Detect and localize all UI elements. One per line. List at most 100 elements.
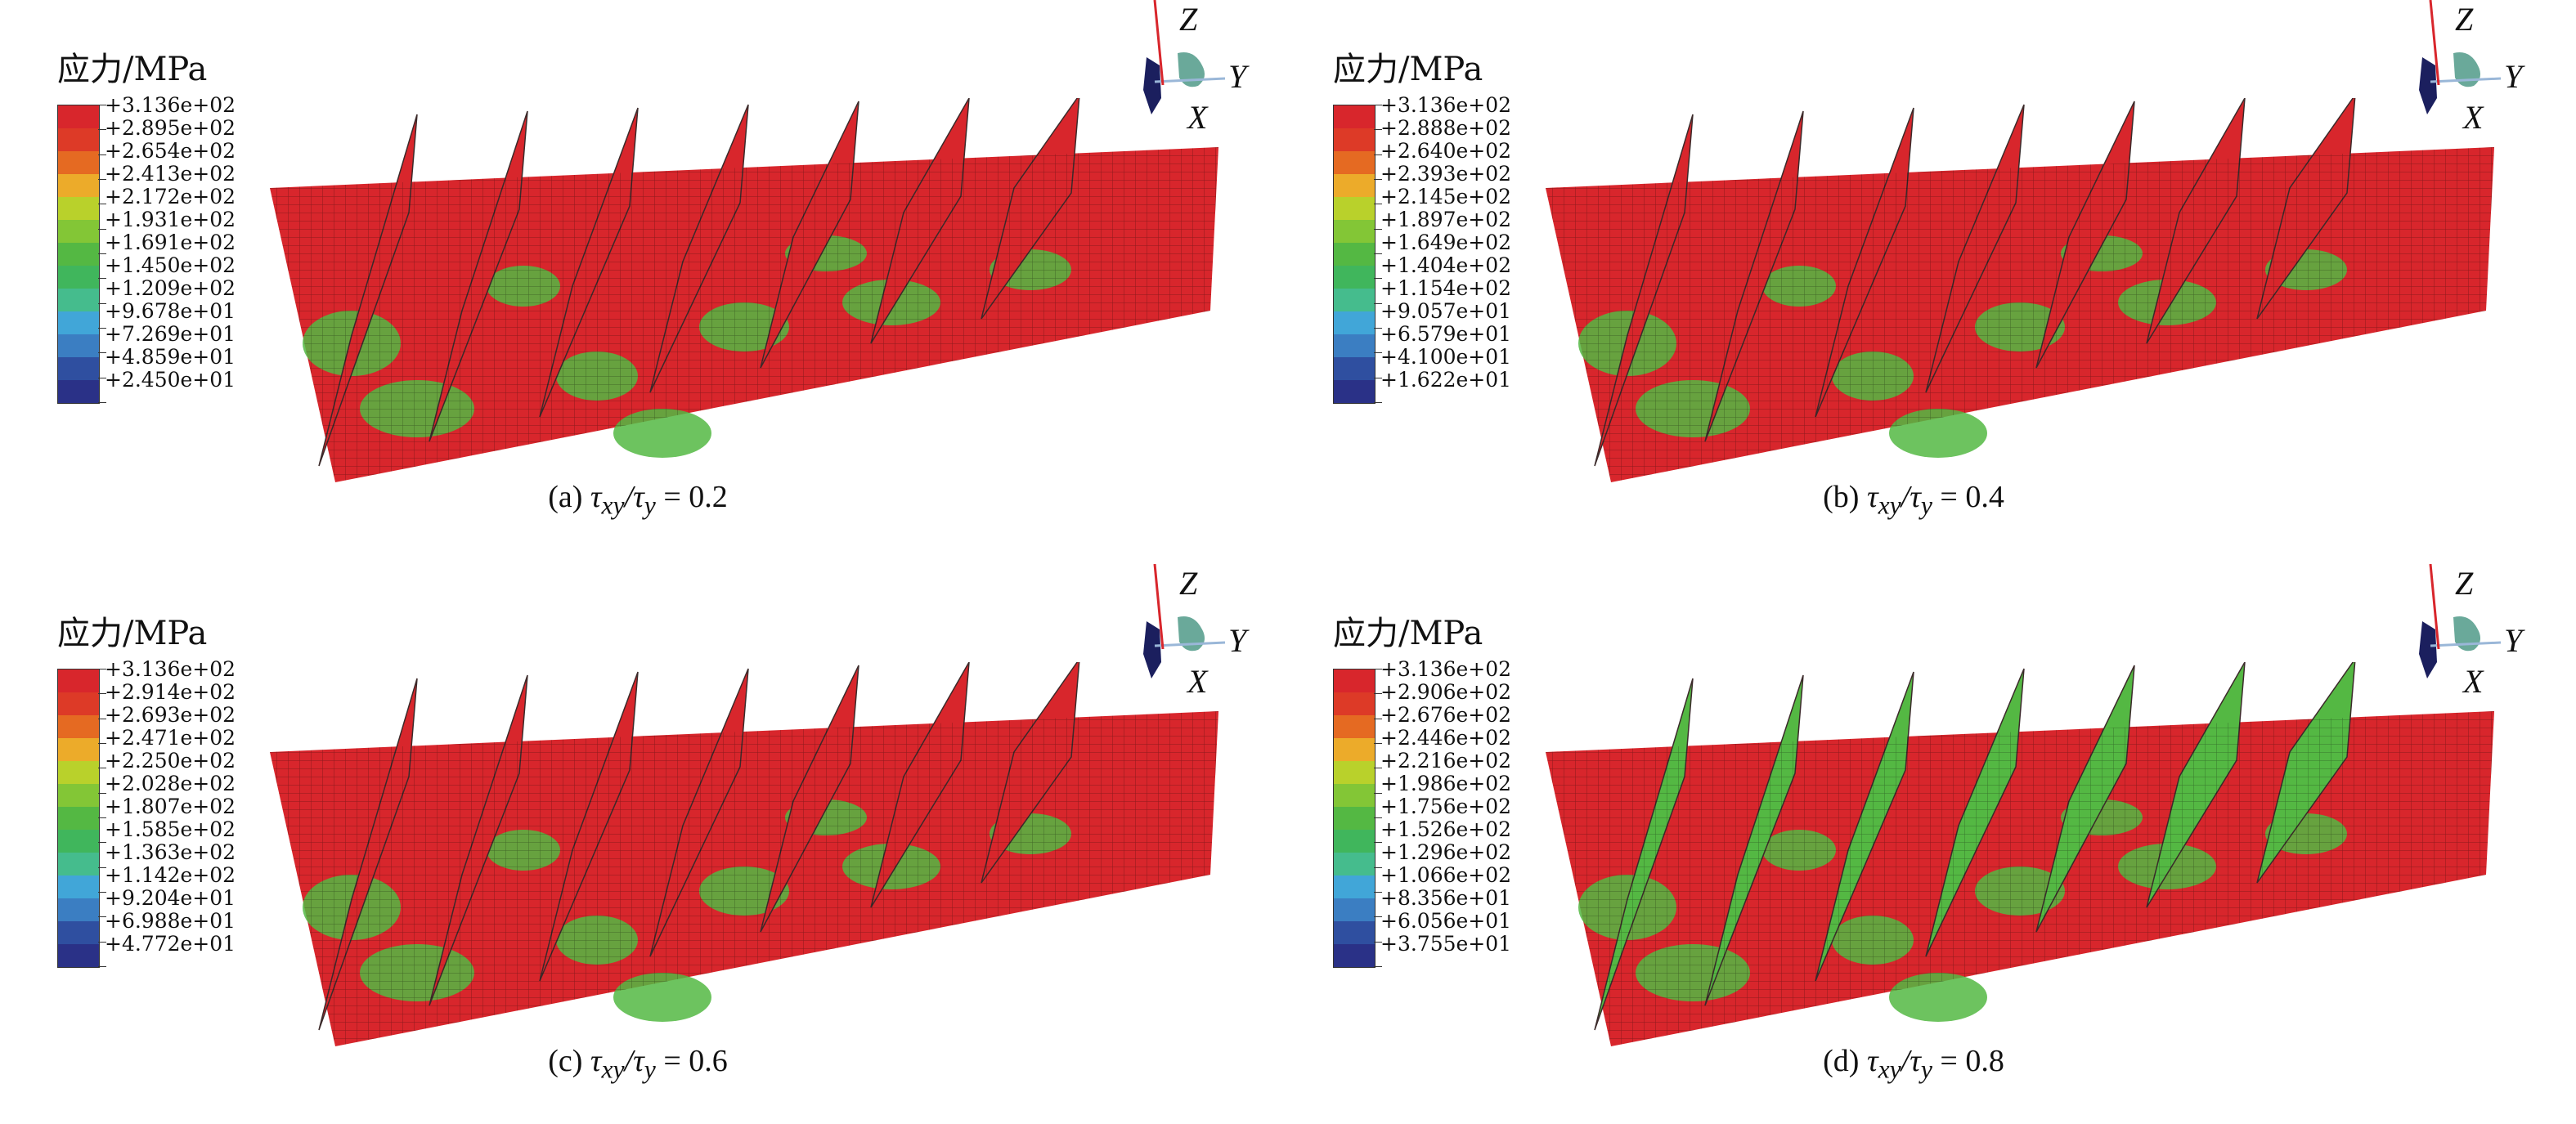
legend-tick: [98, 253, 106, 254]
legend-tick: [98, 129, 106, 131]
legend-value: +4.859e+01: [105, 345, 236, 369]
legend-value: +6.579e+01: [1380, 322, 1512, 346]
legend-tick: [1374, 842, 1382, 844]
legend-value: +2.914e+02: [105, 680, 236, 704]
legend-swatch: [1334, 243, 1375, 266]
caption-ratio-symbol: τxy/τy: [590, 1044, 656, 1084]
triad-y-label: Y: [2504, 622, 2523, 659]
legend-swatch: [1334, 311, 1375, 334]
caption-prefix: (a): [548, 480, 590, 514]
legend-value: +2.172e+02: [105, 185, 236, 208]
legend-swatch: [58, 243, 99, 266]
legend-swatch: [58, 220, 99, 243]
triad-icon: [2419, 563, 2502, 678]
legend-tick: [1374, 867, 1382, 868]
stress-panel-c: 应力/MPa +3.136e+02 +2.914e+02 +2.693e+02 +2.4…: [0, 563, 1276, 1120]
legend-tick: [98, 892, 106, 893]
legend-tick: [98, 693, 106, 695]
legend-swatch: [58, 128, 99, 151]
legend-swatch: [1334, 784, 1375, 807]
legend-swatch: [1334, 380, 1375, 403]
legend-tick: [1374, 278, 1382, 280]
legend-tick: [98, 402, 106, 403]
mesh-grid-overlay: [1546, 711, 2494, 1046]
caption-prefix: (d): [1823, 1044, 1867, 1078]
triad-z-label: Z: [1179, 1, 1198, 38]
triad-z-label: Z: [1179, 565, 1198, 602]
legend-value: +2.471e+02: [105, 726, 236, 750]
legend-swatch: [1334, 128, 1375, 151]
legend-value: +1.066e+02: [1380, 863, 1512, 887]
legend-swatch: [1334, 105, 1375, 128]
legend-value: +2.446e+02: [1380, 726, 1512, 750]
legend-value: +3.136e+02: [1380, 93, 1512, 117]
triad-x-label: X: [2463, 663, 2484, 700]
caption-value: = 0.4: [1932, 480, 2004, 514]
legend-value: +2.654e+02: [105, 139, 236, 163]
legend-swatch: [58, 266, 99, 289]
legend-color-bar: [1333, 105, 1376, 404]
legend-value: +1.142e+02: [105, 863, 236, 887]
legend-tick: [98, 228, 106, 230]
triad-y-label: Y: [1228, 58, 1247, 95]
legend-value: +1.363e+02: [105, 840, 236, 864]
legend-title: 应力/MPa: [1333, 615, 1483, 652]
caption-value: = 0.6: [655, 1044, 728, 1078]
panel-caption: (a) τxy/τy = 0.2: [0, 479, 1276, 521]
triad-x-label: X: [1187, 99, 1208, 136]
legend-tick: [1374, 892, 1382, 893]
triad-y-label: Y: [2504, 58, 2523, 95]
legend-color-bar: [1333, 669, 1376, 968]
caption-ratio-symbol: τxy/τy: [1866, 1044, 1932, 1084]
legend-tick: [1374, 352, 1382, 354]
legend-value: +1.622e+01: [1380, 368, 1512, 392]
triad-z-label: Z: [2455, 1, 2474, 38]
legend-swatch: [58, 830, 99, 853]
legend-tick: [98, 154, 106, 155]
triad-y-label: Y: [1228, 622, 1247, 659]
legend-value: +2.413e+02: [105, 162, 236, 186]
legend-value: +9.057e+01: [1380, 299, 1512, 323]
legend-tick: [1374, 743, 1382, 744]
legend-swatch: [1334, 898, 1375, 921]
legend-value: +3.755e+01: [1380, 932, 1512, 956]
legend-swatch: [1334, 174, 1375, 197]
legend-swatch: [1334, 334, 1375, 357]
caption-prefix: (b): [1823, 480, 1867, 514]
legend-tick: [98, 867, 106, 868]
legend-swatch: [1334, 830, 1375, 853]
legend-value: +1.450e+02: [105, 253, 236, 277]
legend-value: +2.250e+02: [105, 749, 236, 772]
legend-swatch: [58, 197, 99, 220]
legend-value: +1.649e+02: [1380, 231, 1512, 254]
legend-color-bar: [57, 669, 100, 968]
stiffened-plate-mesh: [1546, 98, 2494, 482]
legend-value: +8.356e+01: [1380, 886, 1512, 910]
legend-value: +4.772e+01: [105, 932, 236, 956]
legend-value: +9.678e+01: [105, 299, 236, 323]
legend-swatch: [58, 738, 99, 761]
legend-swatch: [1334, 220, 1375, 243]
legend-value: +1.209e+02: [105, 276, 236, 300]
triad-x-label: X: [2463, 99, 2484, 136]
legend-value: +2.895e+02: [105, 116, 236, 140]
legend-value: +1.585e+02: [105, 817, 236, 841]
legend-swatch: [1334, 197, 1375, 220]
legend-tick: [1374, 179, 1382, 180]
legend-tick: [1374, 966, 1382, 967]
legend-swatch: [58, 357, 99, 380]
legend-value: +2.906e+02: [1380, 680, 1512, 704]
stress-panel-a: 应力/MPa +3.136e+02 +2.895e+02 +2.654e+02 +2.4…: [0, 0, 1276, 556]
legend-value: +1.154e+02: [1380, 276, 1512, 300]
legend-labels: +3.136e+02 +2.906e+02 +2.676e+02 +2.446e+02…: [1380, 658, 1511, 956]
legend-tick: [1374, 228, 1382, 230]
legend-swatch: [1334, 151, 1375, 174]
legend-swatch: [1334, 357, 1375, 380]
legend-swatch: [1334, 875, 1375, 898]
legend-tick: [98, 842, 106, 844]
legend-swatch: [1334, 807, 1375, 830]
